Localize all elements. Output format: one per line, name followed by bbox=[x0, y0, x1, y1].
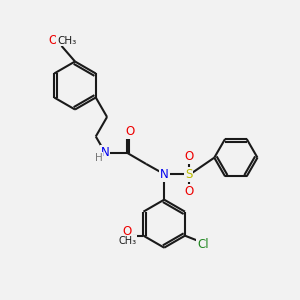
Text: H: H bbox=[94, 153, 102, 163]
Text: O: O bbox=[123, 225, 132, 238]
Text: O: O bbox=[184, 185, 194, 198]
Text: CH₃: CH₃ bbox=[57, 35, 76, 46]
Text: O: O bbox=[49, 34, 58, 47]
Text: O: O bbox=[184, 150, 194, 163]
Text: S: S bbox=[185, 168, 193, 181]
Text: Cl: Cl bbox=[197, 238, 209, 251]
Text: N: N bbox=[160, 168, 169, 181]
Text: O: O bbox=[126, 125, 135, 138]
Text: N: N bbox=[101, 146, 110, 159]
Text: CH₃: CH₃ bbox=[118, 236, 136, 246]
